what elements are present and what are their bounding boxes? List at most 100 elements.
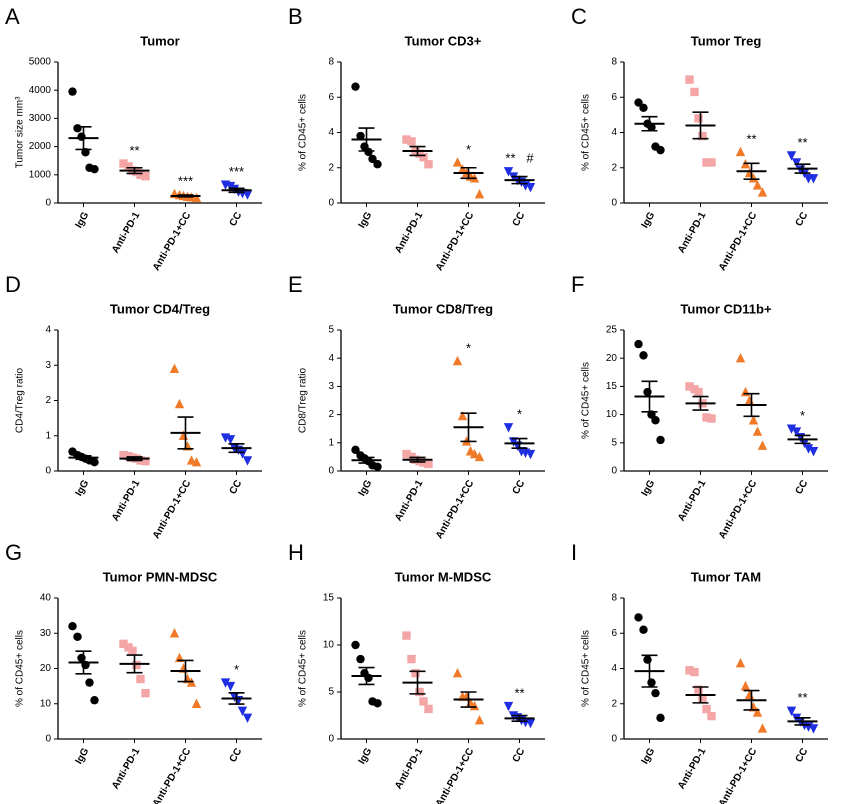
data-point [707, 711, 716, 721]
panel: D Tumor CD4/Treg CD4/Treg ratio 0 1 2 3 4 IgG Ant… [5, 272, 262, 541]
error-bar [358, 127, 375, 152]
data-point [191, 456, 202, 467]
data-point [136, 170, 145, 179]
error-bar [228, 443, 245, 454]
y-tick-label: 5 [611, 437, 617, 448]
data-point [419, 697, 428, 706]
error-bar [794, 163, 811, 174]
data-point [457, 410, 468, 421]
data-point [694, 387, 703, 397]
panel: G Tumor PMN-MDSC % of CD45+ cells 0 10 20 30 40… [5, 540, 262, 804]
error-bar [409, 456, 426, 463]
y-tick-label: 3 [45, 360, 51, 371]
x-tick-label: Anti-PD-1+CC [717, 210, 759, 273]
x-tick-label: IgG [640, 210, 658, 230]
y-tick-label: 0 [328, 198, 334, 209]
error-bar [692, 395, 709, 411]
data-point [702, 704, 711, 714]
error-bar [692, 686, 709, 704]
data-point [685, 75, 694, 84]
data-point [752, 180, 763, 190]
y-axis-label: % of CD45+ cells [298, 630, 309, 707]
y-axis-label: % of CD45+ cells [298, 94, 309, 171]
data-point [651, 688, 660, 698]
y-tick-label: 1 [45, 430, 51, 441]
data-point [469, 700, 480, 711]
y-tick-label: 0 [45, 198, 51, 209]
y-tick-label: 2 [611, 162, 617, 173]
data-point [242, 190, 253, 200]
data-point [786, 151, 797, 161]
x-tick-label: Anti-PD-1 [393, 210, 426, 255]
y-tick-label: 20 [40, 663, 52, 674]
data-point [690, 667, 699, 677]
data-point [452, 668, 463, 678]
data-point [690, 87, 699, 97]
y-tick-label: 2000 [29, 141, 52, 152]
data-point [402, 631, 411, 640]
significance: ** [129, 143, 139, 158]
error-bar [511, 437, 528, 449]
chart-title: Tumor Treg [691, 33, 762, 48]
y-tick-label: 6 [328, 92, 334, 103]
x-tick-label: CC [794, 210, 811, 228]
x-tick-label: CC [228, 478, 245, 496]
chart-title: Tumor M-MDSC [395, 569, 492, 584]
data-point [808, 724, 819, 734]
data-point [452, 157, 463, 167]
data-point [685, 666, 694, 675]
data-point [452, 355, 463, 366]
x-tick-label: Anti-PD-1 [110, 478, 143, 523]
y-tick-label: 10 [606, 409, 618, 420]
panel: B Tumor CD3+ % of CD45+ cells 0 2 4 6 8 IgG Anti-… [288, 4, 545, 273]
data-point [474, 451, 485, 462]
significance: *** [229, 164, 244, 179]
data-point [634, 339, 643, 349]
data-point [128, 646, 137, 656]
y-tick-label: 3 [328, 381, 334, 392]
data-point [364, 673, 373, 683]
error-bar [743, 392, 760, 418]
x-tick-label: CC [511, 746, 528, 764]
data-point [643, 387, 652, 397]
data-point [124, 162, 133, 171]
data-point [735, 658, 746, 668]
x-tick-label: Anti-PD-1 [676, 210, 709, 255]
data-point [424, 459, 433, 469]
chart-title: Tumor CD4/Treg [110, 301, 210, 316]
panel: E Tumor CD8/Treg CD8/Treg ratio 0 1 2 3 4 5 IgG An… [288, 272, 545, 541]
data-point [169, 363, 180, 373]
panel-letter: E [288, 272, 303, 297]
panel: C Tumor Treg % of CD45+ cells 0 2 4 6 8 IgG Anti-… [571, 4, 828, 273]
x-tick-label: Anti-PD-1 [110, 746, 143, 791]
error-bar [692, 111, 709, 140]
chart-title: Tumor PMN-MDSC [103, 569, 218, 584]
y-tick-label: 0 [45, 466, 51, 477]
y-tick-label: 8 [328, 57, 334, 68]
x-tick-label: Anti-PD-1 [676, 478, 709, 523]
data-point [141, 172, 150, 181]
data-point [424, 704, 433, 714]
y-tick-label: 0 [611, 466, 617, 477]
chart-title: Tumor TAM [691, 569, 761, 584]
y-tick-label: 40 [40, 593, 52, 604]
chart-title: Tumor [140, 33, 179, 48]
y-tick-label: 8 [611, 57, 617, 68]
error-bar [358, 456, 375, 464]
significance: ** [797, 690, 807, 705]
data-point [748, 415, 759, 425]
x-tick-label: IgG [357, 478, 375, 498]
data-point [225, 435, 236, 445]
chart-title: Tumor CD11b+ [680, 301, 772, 316]
panel-letter: B [288, 4, 303, 29]
y-tick-label: 1 [328, 437, 334, 448]
data-point [803, 444, 814, 454]
y-axis-label: % of CD45+ cells [581, 630, 592, 707]
y-tick-label: 4 [45, 325, 51, 336]
y-axis-label: % of CD45+ cells [581, 362, 592, 439]
data-point [707, 158, 716, 167]
data-point [407, 654, 416, 664]
y-tick-label: 5 [328, 687, 334, 698]
data-point [525, 449, 536, 460]
x-tick-label: Anti-PD-1 [393, 746, 426, 791]
